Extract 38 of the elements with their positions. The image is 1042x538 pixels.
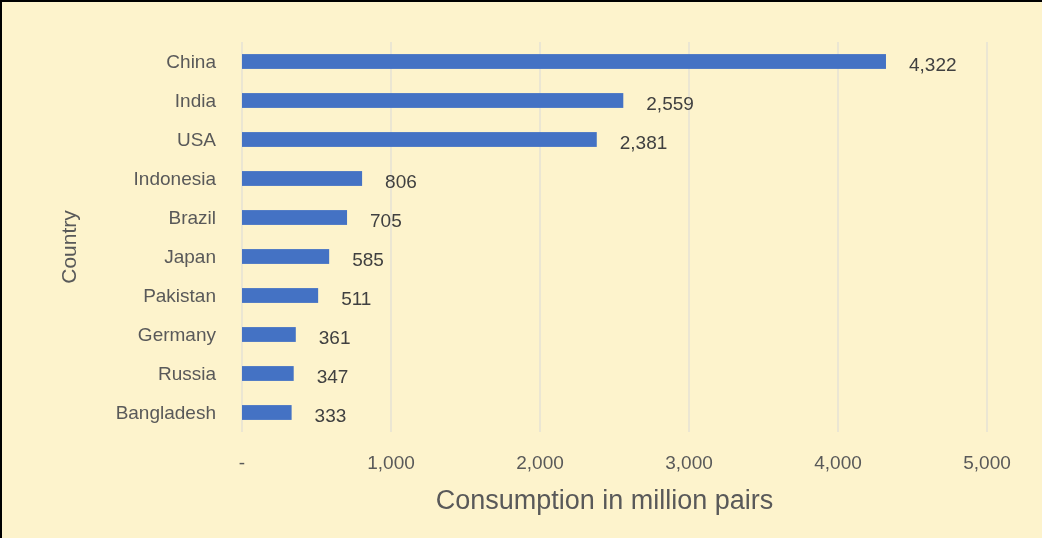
y-tick-label: Pakistan (143, 284, 216, 306)
y-tick-label: India (174, 89, 217, 111)
data-label: 806 (385, 170, 417, 192)
bar (242, 132, 597, 147)
bar (242, 171, 363, 186)
bar (242, 54, 886, 69)
y-tick-label: Japan (164, 245, 216, 267)
data-label: 2,559 (646, 92, 694, 114)
bar (242, 210, 348, 225)
data-label: 585 (352, 248, 384, 270)
y-tick-label: Brazil (168, 206, 216, 228)
data-label: 361 (318, 326, 351, 348)
x-tick-label: 1,000 (367, 452, 415, 473)
bar (242, 327, 296, 342)
x-axis-title: Consumption in million pairs (435, 485, 774, 515)
data-label: 2,381 (619, 131, 668, 153)
bar (242, 366, 294, 381)
bar (242, 93, 624, 108)
y-tick-label: China (166, 50, 217, 72)
y-axis-title: Country (57, 209, 80, 284)
y-tick-label: USA (176, 128, 217, 150)
data-label: 705 (370, 209, 402, 231)
y-tick-label: Germany (137, 323, 217, 345)
bar (242, 249, 330, 264)
x-tick-label: 4,000 (814, 452, 862, 473)
x-tick-label: - (238, 452, 246, 473)
data-label: 511 (341, 287, 372, 309)
x-tick-label: 2,000 (516, 452, 564, 473)
x-tick-label: 5,000 (963, 452, 1011, 473)
bar (242, 405, 292, 420)
data-label: 347 (316, 365, 349, 387)
data-label: 333 (314, 404, 347, 426)
y-tick-label: Bangladesh (115, 401, 216, 423)
y-tick-label: Indonesia (133, 167, 217, 189)
data-label: 4,322 (908, 53, 957, 75)
bar (242, 288, 319, 303)
x-tick-label: 3,000 (665, 452, 713, 473)
y-tick-label: Russia (157, 362, 217, 384)
